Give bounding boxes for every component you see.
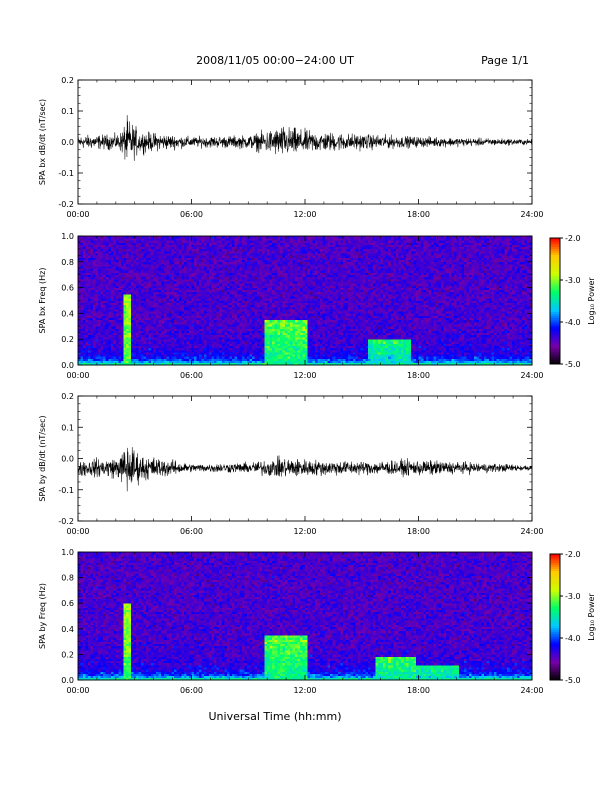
x-tick-label: 06:00 (180, 686, 203, 695)
colorbar-label: Log₁₀ Power (587, 593, 596, 641)
y-tick-label: 0.0 (61, 361, 74, 370)
y-tick-label: 0.2 (61, 335, 74, 344)
x-tick-label: 18:00 (407, 686, 430, 695)
colorbar-tick-label: -4.0 (565, 634, 581, 643)
y-tick-label: 0.2 (61, 650, 74, 659)
y-tick-label: 0.2 (61, 76, 74, 85)
x-tick-label: 18:00 (407, 527, 430, 536)
y-tick-label: 1.0 (61, 232, 74, 241)
x-tick-label: 00:00 (66, 686, 89, 695)
y-tick-label: -0.1 (58, 486, 74, 495)
panel-1: 0.2 0.1 0.0 -0.1 -0.2 SPA bx dB/dt (nT/sec) 00… (38, 76, 544, 219)
page-number: Page 1/1 (481, 54, 529, 67)
y-tick-label: 0.8 (61, 574, 74, 583)
colorbar-tick-label: -4.0 (565, 318, 581, 327)
colorbar-tick-label: -5.0 (565, 360, 581, 369)
y-tick-label: -0.2 (58, 200, 74, 209)
y-axis-label: SPA by Freq (Hz) (38, 583, 47, 649)
y-tick-label: 0.1 (61, 423, 74, 432)
x-tick-label: 00:00 (66, 527, 89, 536)
y-tick-label: 0.8 (61, 258, 74, 267)
panel-4: -2.0 -3.0 -4.0 -5.0 Log₁₀ Power 1.0 0.8 0.6 0.4 0… (38, 548, 596, 695)
x-tick-label: 06:00 (180, 371, 203, 380)
colorbar-tick-label: -2.0 (565, 550, 581, 559)
x-tick-label: 00:00 (66, 371, 89, 380)
panels: 0.2 0.1 0.0 -0.1 -0.2 SPA bx dB/dt (nT/sec) 00… (38, 76, 596, 695)
colorbar-tick-label: -3.0 (565, 592, 581, 601)
y-tick-label: -0.2 (58, 517, 74, 526)
y-tick-label: -0.1 (58, 169, 74, 178)
figure-title: 2008/11/05 00:00−24:00 UT (196, 54, 354, 67)
y-tick-label: 0.4 (61, 309, 74, 318)
colorbar-label: Log₁₀ Power (587, 277, 596, 325)
colorbar: -2.0 -3.0 -4.0 -5.0 Log₁₀ Power (550, 234, 596, 369)
x-axis-label: Universal Time (hh:mm) (209, 710, 342, 723)
plot-frame (78, 396, 532, 521)
y-tick-label: 0.0 (61, 676, 74, 685)
x-tick-label: 18:00 (407, 210, 430, 219)
x-tick-label: 24:00 (520, 686, 543, 695)
x-tick-label: 06:00 (180, 210, 203, 219)
colorbar: -2.0 -3.0 -4.0 -5.0 Log₁₀ Power (550, 550, 596, 685)
x-tick-label: 12:00 (293, 371, 316, 380)
x-tick-label: 12:00 (293, 210, 316, 219)
y-axis-label: SPA by dB/dt (nT/sec) (38, 415, 47, 501)
y-tick-label: 0.4 (61, 625, 74, 634)
y-tick-label: 0.0 (61, 455, 74, 464)
spectrogram (78, 552, 532, 680)
x-tick-label: 12:00 (293, 686, 316, 695)
panel-2: -2.0 -3.0 -4.0 -5.0 Log₁₀ Power 1.0 0.8 0.6 0.4 0… (38, 232, 596, 380)
series-line (78, 115, 532, 161)
y-axis-label: SPA bx Freq (Hz) (38, 268, 47, 334)
y-tick-label: 0.6 (61, 599, 74, 608)
colorbar-tick-label: -2.0 (565, 234, 581, 243)
y-axis-label: SPA bx dB/dt (nT/sec) (38, 99, 47, 185)
colorbar-tick-label: -3.0 (565, 276, 581, 285)
series-line (78, 447, 532, 491)
x-tick-label: 24:00 (520, 527, 543, 536)
x-tick-label: 24:00 (520, 371, 543, 380)
panel-3: 0.2 0.1 0.0 -0.1 -0.2 SPA by dB/dt (nT/sec) 00… (38, 392, 544, 536)
spectrogram (78, 236, 532, 365)
y-tick-label: 0.2 (61, 392, 74, 401)
y-tick-label: 1.0 (61, 548, 74, 557)
x-tick-label: 18:00 (407, 371, 430, 380)
y-tick-label: 0.6 (61, 284, 74, 293)
x-tick-label: 12:00 (293, 527, 316, 536)
colorbar-tick-label: -5.0 (565, 676, 581, 685)
y-tick-label: 0.1 (61, 107, 74, 116)
x-tick-label: 24:00 (520, 210, 543, 219)
y-tick-label: 0.0 (61, 138, 74, 147)
x-tick-label: 00:00 (66, 210, 89, 219)
x-tick-label: 06:00 (180, 527, 203, 536)
